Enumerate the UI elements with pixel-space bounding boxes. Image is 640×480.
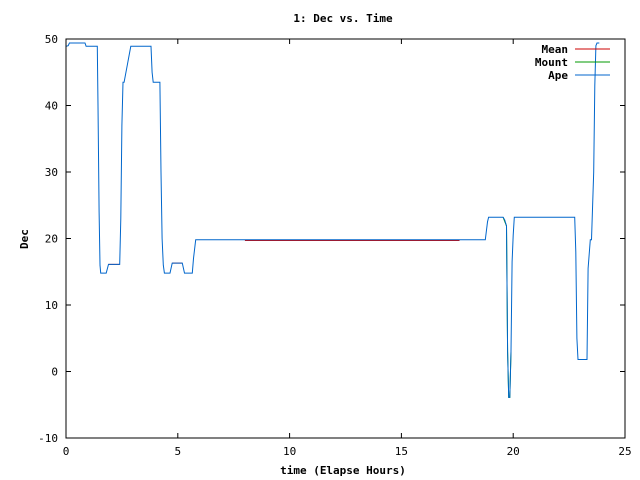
y-axis-label: Dec: [18, 229, 31, 249]
x-tick-label: 25: [618, 445, 631, 458]
series-lines: [65, 42, 600, 398]
y-tick-label: 0: [51, 366, 58, 379]
y-tick-label: 10: [45, 299, 58, 312]
x-axis-label: time (Elapse Hours): [280, 464, 406, 477]
plot-frame: [65, 38, 626, 439]
axis-ticks: 0 5 10 15 20 25 -10 0 10 20 30 40 50: [38, 33, 632, 458]
y-tick-label: 40: [45, 100, 58, 113]
legend-label-ape: Ape: [548, 69, 568, 82]
x-tick-label: 15: [395, 445, 408, 458]
legend: Mean Mount Ape: [535, 43, 610, 82]
y-tick-label: 50: [45, 33, 58, 46]
chart-title: 1: Dec vs. Time: [293, 12, 393, 25]
x-tick-label: 20: [507, 445, 520, 458]
y-tick-label: 20: [45, 233, 58, 246]
y-tick-label: 30: [45, 166, 58, 179]
series-line-ape: [65, 42, 600, 398]
x-tick-label: 5: [174, 445, 181, 458]
legend-label-mount: Mount: [535, 56, 568, 69]
x-tick-label: 0: [63, 445, 70, 458]
legend-label-mean: Mean: [542, 43, 569, 56]
y-tick-label: -10: [38, 432, 58, 445]
x-tick-label: 10: [283, 445, 296, 458]
